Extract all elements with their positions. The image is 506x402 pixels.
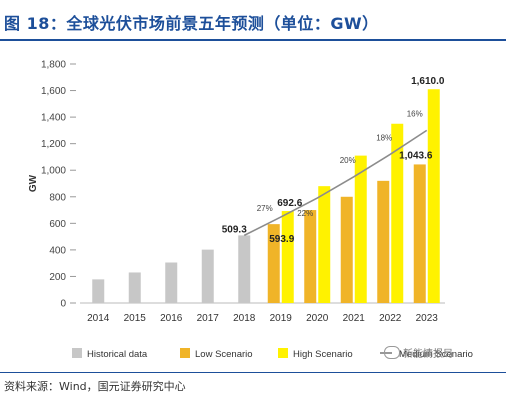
y-tick-label: 600 — [49, 219, 66, 230]
data-label-low-scenario-2019: 593.9 — [269, 234, 294, 245]
bar-layer — [92, 89, 440, 303]
y-tick-label: 800 — [49, 192, 66, 203]
bar-high-2020 — [318, 186, 331, 303]
medium-scenario-line-layer — [243, 129, 428, 237]
wechat-icon — [384, 346, 400, 359]
bar-historical-2016 — [165, 262, 178, 303]
bar-high-2022 — [391, 123, 404, 303]
legend-swatch-high-scenario — [278, 348, 288, 358]
bar-high-2021 — [354, 155, 367, 303]
bar-low-2020 — [304, 210, 317, 303]
y-tick-label: 1,200 — [41, 139, 66, 150]
bar-low-2019 — [267, 224, 280, 303]
data-label-high-scenario-2023: 1,610.0 — [411, 76, 445, 87]
x-tick-label: 2021 — [343, 313, 366, 324]
bar-line-chart: 0 200 400 600 800 1,000 1,200 1,400 1,600 1,800 GW… — [28, 60, 473, 361]
growth-label-2022: 18% — [376, 133, 392, 142]
bar-high-2023 — [427, 89, 440, 303]
bar-historical-2015 — [128, 272, 141, 303]
y-tick-label: 200 — [49, 272, 66, 283]
legend-swatch-low-scenario — [180, 348, 190, 358]
bar-historical-2014 — [92, 279, 105, 303]
legend-label-high-scenario: High Scenario — [293, 349, 353, 360]
x-tick-label: 2016 — [160, 313, 183, 324]
data-label-low-scenario-2023: 1,043.6 — [399, 150, 433, 161]
medium-scenario-line — [243, 129, 428, 237]
y-tick-label: 1,400 — [41, 113, 66, 124]
bar-low-2023 — [413, 164, 426, 303]
x-tick-label: 2022 — [379, 313, 402, 324]
x-tick-label: 2018 — [233, 313, 256, 324]
bar-high-2019 — [281, 211, 294, 303]
x-tick-label: 2015 — [124, 313, 147, 324]
figure-title: 图 18：全球光伏市场前景五年预测（单位：GW） — [4, 14, 379, 33]
bar-historical-2018 — [238, 235, 251, 303]
growth-label-2021: 20% — [340, 156, 356, 165]
x-tick-label: 2017 — [197, 313, 220, 324]
source-divider — [0, 372, 506, 373]
legend-label-medium-scenario: Medium Scenario — [399, 349, 473, 360]
y-tick-label: 1,600 — [41, 86, 66, 97]
title-divider — [0, 39, 506, 41]
bar-low-2022 — [377, 180, 390, 303]
bar-low-2021 — [340, 196, 353, 303]
legend-swatch-historical-data — [72, 348, 82, 358]
bar-historical-2017 — [201, 249, 214, 303]
growth-label-2023: 16% — [407, 109, 423, 118]
legend-label-historical-data: Historical data — [87, 349, 148, 360]
data-label-historical-data-2018: 509.3 — [222, 224, 247, 235]
legend: Historical data Low Scenario High Scenario… — [72, 348, 473, 360]
growth-label-2019: 27% — [257, 204, 273, 213]
data-label-high-scenario-2019: 692.6 — [277, 198, 302, 209]
watermark-text: 新能情报局 — [403, 349, 453, 360]
legend-label-low-scenario: Low Scenario — [195, 349, 253, 360]
y-tick-label: 1,000 — [41, 166, 66, 177]
x-tick-label: 2019 — [270, 313, 293, 324]
x-tick-label: 2023 — [416, 313, 439, 324]
growth-label-2020: 22% — [297, 209, 313, 218]
source-note: 资料来源：Wind，国元证券研究中心 — [4, 380, 186, 393]
x-tick-label: 2020 — [306, 313, 329, 324]
y-tick-label: 0 — [60, 299, 66, 310]
data-label-layer: 509.3 692.6 593.9 1,610.0 1,043.6 27% 22% 20% 18… — [222, 76, 445, 245]
watermark: 新能情报局 — [384, 345, 453, 360]
y-tick-label: 1,800 — [41, 60, 66, 71]
y-axis-title: GW — [28, 174, 39, 192]
y-tick-label: 400 — [49, 245, 66, 256]
x-tick-label: 2014 — [87, 313, 110, 324]
